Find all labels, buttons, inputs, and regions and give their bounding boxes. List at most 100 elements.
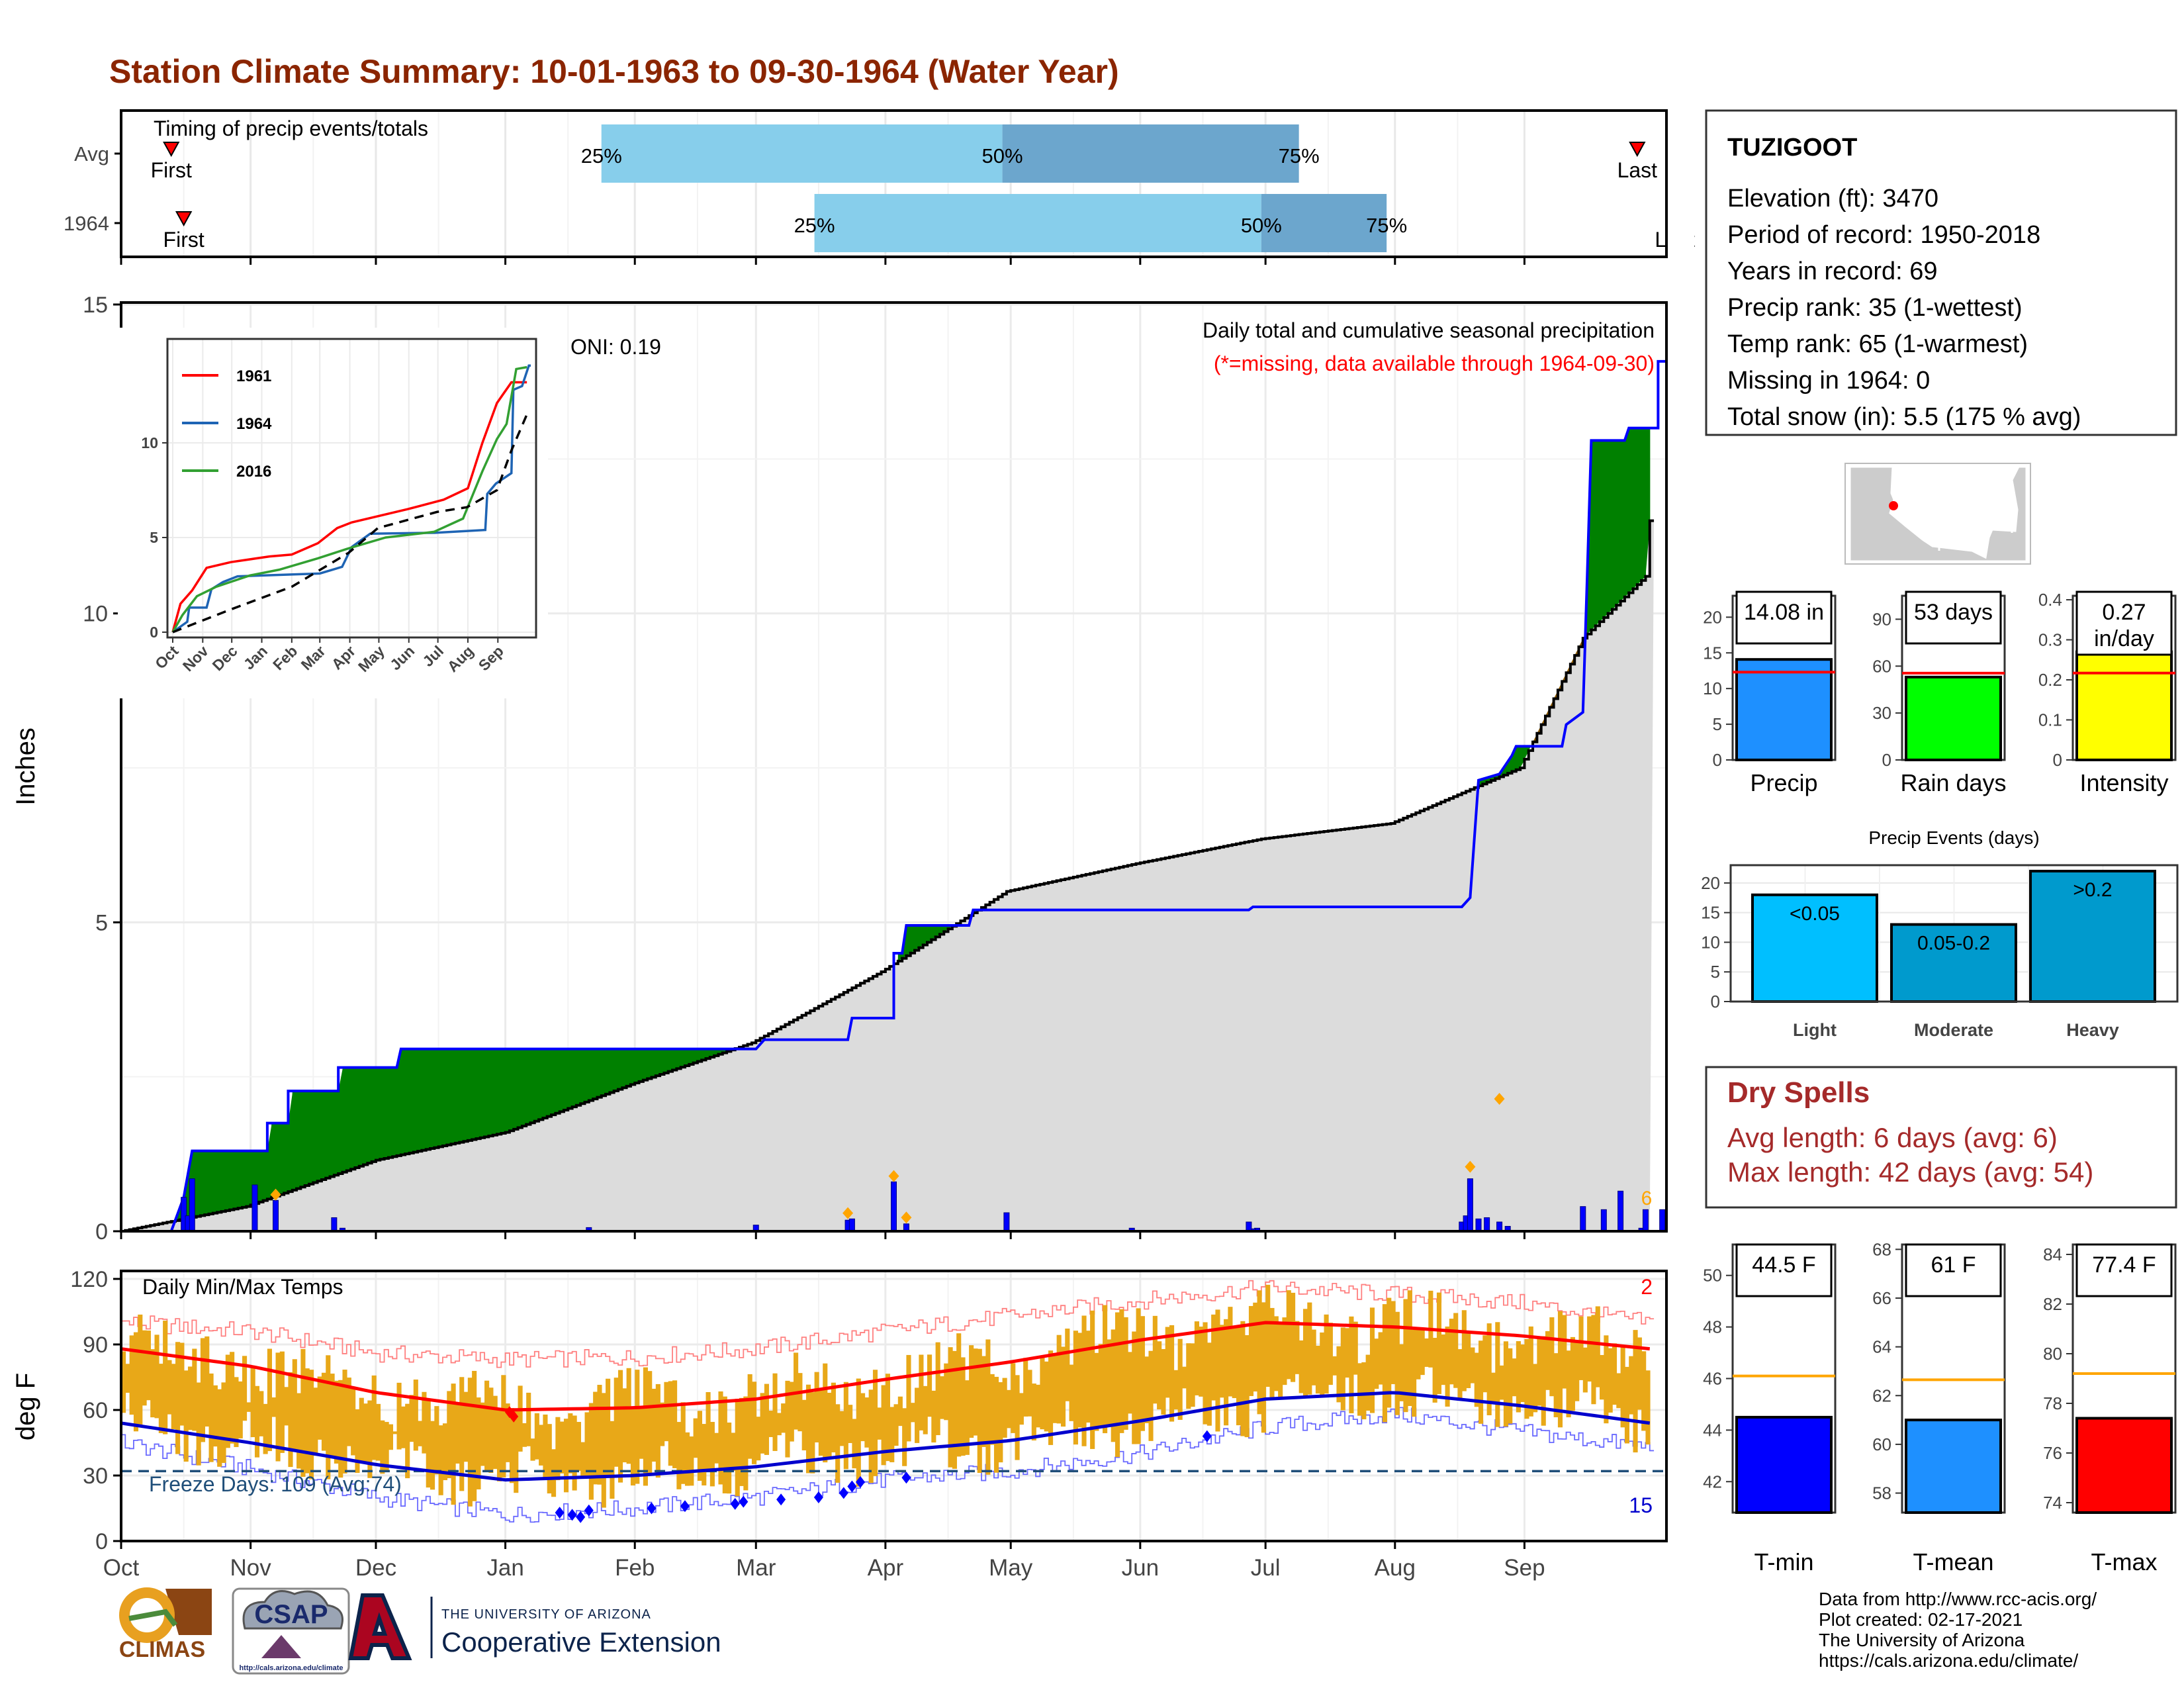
record-low-count: 15 bbox=[1629, 1493, 1653, 1517]
daily-temp-bar bbox=[1595, 1306, 1600, 1387]
daily-temp-bar bbox=[751, 1382, 757, 1464]
precip-ytick-label: 15 bbox=[83, 293, 108, 318]
events-category-label: Moderate bbox=[1914, 1020, 1993, 1040]
inset-ytick-label: 10 bbox=[141, 434, 158, 451]
station-info-line: Years in record: 69 bbox=[1727, 258, 1938, 285]
daily-temp-bar bbox=[1265, 1284, 1271, 1387]
above-average-fill bbox=[927, 925, 932, 943]
daily-record-marker bbox=[1465, 1160, 1476, 1173]
summary-value-label: 14.08 in bbox=[1744, 600, 1824, 625]
above-average-fill bbox=[234, 1150, 239, 1209]
summary-value-label: 61 F bbox=[1931, 1252, 1976, 1278]
daily-temp-bar bbox=[388, 1424, 394, 1450]
record-count-label: 6 bbox=[1641, 1188, 1653, 1209]
footer-line: https://cals.arizona.edu/climate/ bbox=[1819, 1650, 2078, 1671]
temp-xtick-label: Aug bbox=[1375, 1555, 1416, 1581]
events-bar-label: >0.2 bbox=[2073, 879, 2112, 901]
daily-temp-bar bbox=[563, 1419, 569, 1493]
daily-temp-bar bbox=[801, 1399, 807, 1451]
daily-temp-bar bbox=[380, 1420, 385, 1474]
station-location-dot bbox=[1889, 501, 1898, 510]
summary-value-label: 53 days bbox=[1914, 600, 1993, 625]
above-average-fill bbox=[910, 925, 915, 953]
daily-temp-bar bbox=[1349, 1316, 1354, 1413]
daily-temp-bar bbox=[672, 1380, 678, 1468]
daily-temp-bar bbox=[1090, 1310, 1095, 1449]
daily-temp-bar bbox=[897, 1396, 903, 1427]
daily-temp-bar bbox=[1002, 1378, 1007, 1438]
daily-temp-bar bbox=[1624, 1366, 1630, 1444]
daily-precip-bar bbox=[251, 1184, 258, 1232]
daily-temp-bar bbox=[1011, 1363, 1016, 1433]
daily-temp-bar bbox=[760, 1393, 765, 1454]
daily-temp-bar bbox=[1524, 1338, 1529, 1419]
daily-temp-bar bbox=[1549, 1317, 1555, 1397]
daily-temp-bar bbox=[208, 1373, 214, 1462]
daily-temp-bar bbox=[175, 1342, 181, 1454]
daily-temp-bar bbox=[1065, 1329, 1070, 1401]
summary-bar bbox=[1735, 658, 1833, 761]
daily-temp-bar bbox=[1365, 1354, 1371, 1411]
timing-bar-25-50 bbox=[814, 194, 1261, 252]
daily-temp-bar bbox=[768, 1411, 774, 1437]
above-average-fill bbox=[1508, 755, 1513, 774]
daily-temp-bar bbox=[1228, 1307, 1233, 1397]
daily-temp-bar bbox=[1466, 1333, 1471, 1389]
above-average-fill bbox=[660, 1049, 665, 1074]
summary-ytick-label: 42 bbox=[1703, 1472, 1722, 1491]
daily-temp-bar bbox=[413, 1380, 418, 1451]
record-low-marker bbox=[856, 1476, 866, 1488]
daily-temp-bar bbox=[321, 1372, 327, 1451]
precip-events-panel: Precip Events (days) <0.05 Light 0.05-0.2 Mo… bbox=[1701, 827, 2179, 1040]
record-low-marker bbox=[576, 1511, 586, 1523]
daily-temp-bar bbox=[1620, 1344, 1625, 1428]
above-average-fill bbox=[676, 1049, 682, 1069]
daily-temp-bar bbox=[1641, 1351, 1647, 1431]
temp-xtick-label: May bbox=[989, 1555, 1033, 1581]
above-average-fill bbox=[426, 1049, 431, 1150]
above-average-fill bbox=[614, 1049, 619, 1092]
above-average-fill bbox=[476, 1049, 481, 1139]
daily-temp-bar bbox=[797, 1373, 803, 1432]
summary-ytick-label: 5 bbox=[1713, 714, 1722, 734]
daily-temp-bar bbox=[1449, 1319, 1454, 1385]
summary-ytick-label: 68 bbox=[1872, 1239, 1891, 1259]
daily-temp-bar bbox=[722, 1396, 727, 1494]
daily-temp-bar bbox=[1508, 1348, 1513, 1424]
daily-temp-bar bbox=[254, 1385, 260, 1458]
daily-temp-bar bbox=[1302, 1309, 1308, 1397]
above-average-fill bbox=[944, 925, 949, 932]
above-average-fill bbox=[484, 1049, 489, 1137]
record-low-marker bbox=[730, 1497, 740, 1510]
daily-temp-bar bbox=[230, 1352, 235, 1444]
station-info-line: Elevation (ft): 3470 bbox=[1727, 185, 1938, 212]
above-average-fill bbox=[313, 1091, 318, 1183]
daily-temp-bar bbox=[522, 1423, 527, 1447]
daily-temp-bar bbox=[326, 1355, 331, 1479]
daily-temp-bar bbox=[1278, 1322, 1283, 1400]
csap-logo-url: http://cals.arizona.edu/climate bbox=[239, 1664, 343, 1672]
inset-line-2016 bbox=[171, 365, 527, 633]
daily-temp-bar bbox=[643, 1367, 648, 1486]
events-bar-label: 0.05-0.2 bbox=[1917, 933, 1990, 955]
temp-xtick-label: Jul bbox=[1251, 1555, 1281, 1581]
daily-temp-bar bbox=[430, 1421, 435, 1490]
record-low-marker bbox=[847, 1480, 857, 1493]
daily-temp-bar bbox=[998, 1382, 1003, 1463]
above-average-fill bbox=[380, 1067, 385, 1160]
above-average-fill bbox=[530, 1049, 535, 1123]
daily-temp-bar bbox=[196, 1382, 201, 1466]
daily-temp-bar bbox=[1353, 1321, 1358, 1375]
summary-ytick-label: 60 bbox=[1872, 656, 1891, 676]
station-info-line: Precip rank: 35 (1-wettest) bbox=[1727, 294, 2023, 322]
above-average-fill bbox=[897, 953, 903, 961]
above-average-fill bbox=[430, 1049, 435, 1149]
above-average-fill bbox=[626, 1049, 631, 1086]
temp-ytick-label: 60 bbox=[83, 1398, 108, 1423]
daily-temp-bar bbox=[496, 1409, 502, 1481]
daily-temp-bar bbox=[684, 1432, 690, 1486]
daily-temp-bar bbox=[163, 1321, 168, 1434]
last-event-marker bbox=[1629, 142, 1646, 158]
daily-temp-bar bbox=[1140, 1316, 1145, 1431]
daily-temp-bar bbox=[284, 1387, 289, 1426]
